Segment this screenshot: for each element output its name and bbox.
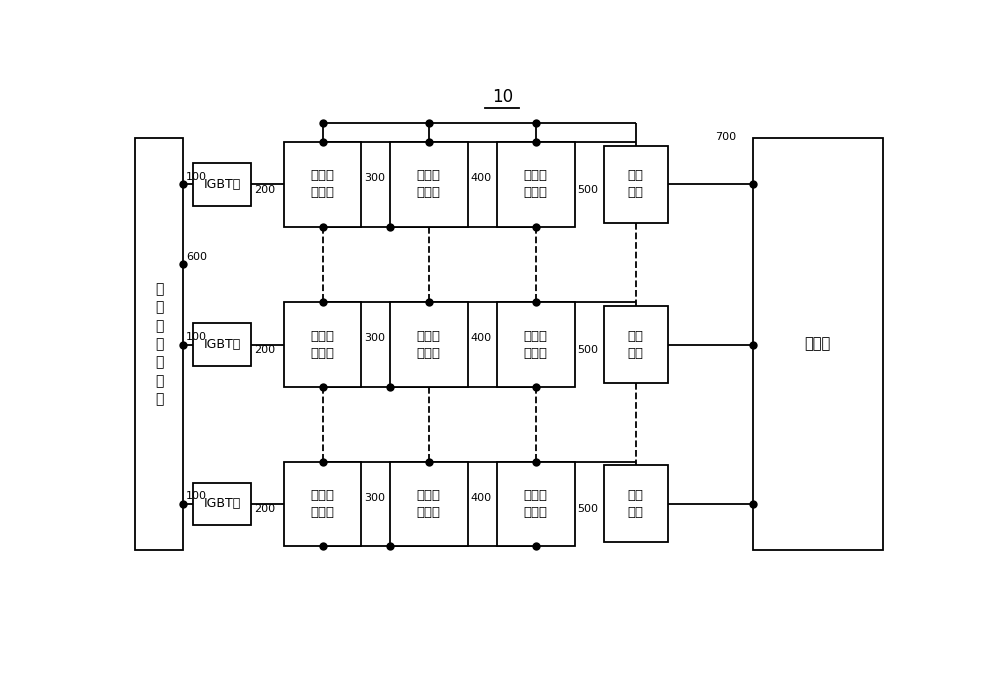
Text: 200: 200 <box>254 345 276 355</box>
Text: 第一均
压电路: 第一均 压电路 <box>311 329 335 359</box>
Text: 第一均
压电路: 第一均 压电路 <box>311 489 335 519</box>
Text: 400: 400 <box>471 333 492 344</box>
Bar <box>604 465 668 542</box>
Bar <box>497 142 574 227</box>
Text: 发光
组件: 发光 组件 <box>628 489 644 519</box>
Text: 300: 300 <box>364 333 385 344</box>
Bar <box>284 302 361 387</box>
Text: IGBT管: IGBT管 <box>204 338 241 351</box>
Bar <box>193 163 251 206</box>
Text: 第一均
压电路: 第一均 压电路 <box>311 169 335 199</box>
Text: 自动切
换电路: 自动切 换电路 <box>417 489 441 519</box>
Bar <box>193 483 251 525</box>
Bar <box>390 142 468 227</box>
Bar <box>497 302 574 387</box>
Text: 500: 500 <box>578 345 599 355</box>
Bar <box>604 146 668 223</box>
Text: 自动切
换电路: 自动切 换电路 <box>417 169 441 199</box>
Text: 500: 500 <box>578 504 599 514</box>
Text: 100: 100 <box>185 491 206 501</box>
Text: IGBT管: IGBT管 <box>204 178 241 191</box>
Text: 10: 10 <box>492 88 513 106</box>
Text: 第二均
压电路: 第二均 压电路 <box>524 329 548 359</box>
Text: 400: 400 <box>471 173 492 183</box>
Text: 100: 100 <box>185 332 206 342</box>
Text: 发光
组件: 发光 组件 <box>628 329 644 359</box>
Text: 脉
冲
宽
度
调
制
器: 脉 冲 宽 度 调 制 器 <box>155 282 163 406</box>
Text: 600: 600 <box>186 252 207 262</box>
Bar <box>284 462 361 546</box>
Text: 700: 700 <box>716 132 737 141</box>
Bar <box>390 462 468 546</box>
Text: 400: 400 <box>471 492 492 503</box>
Bar <box>390 302 468 387</box>
Bar <box>753 138 883 550</box>
Text: 500: 500 <box>578 185 599 195</box>
Bar <box>135 138 183 550</box>
Text: 第二均
压电路: 第二均 压电路 <box>524 489 548 519</box>
Text: 第二均
压电路: 第二均 压电路 <box>524 169 548 199</box>
Text: 300: 300 <box>364 173 385 183</box>
Text: 自动切
换电路: 自动切 换电路 <box>417 329 441 359</box>
Bar <box>284 142 361 227</box>
Text: 发光
组件: 发光 组件 <box>628 169 644 199</box>
Bar <box>497 462 574 546</box>
Text: 200: 200 <box>254 185 276 195</box>
Bar <box>604 306 668 383</box>
Text: 控制器: 控制器 <box>805 337 831 352</box>
Text: IGBT管: IGBT管 <box>204 497 241 510</box>
Bar <box>193 323 251 365</box>
Text: 100: 100 <box>185 171 206 182</box>
Text: 300: 300 <box>364 492 385 503</box>
Text: 200: 200 <box>254 504 276 514</box>
